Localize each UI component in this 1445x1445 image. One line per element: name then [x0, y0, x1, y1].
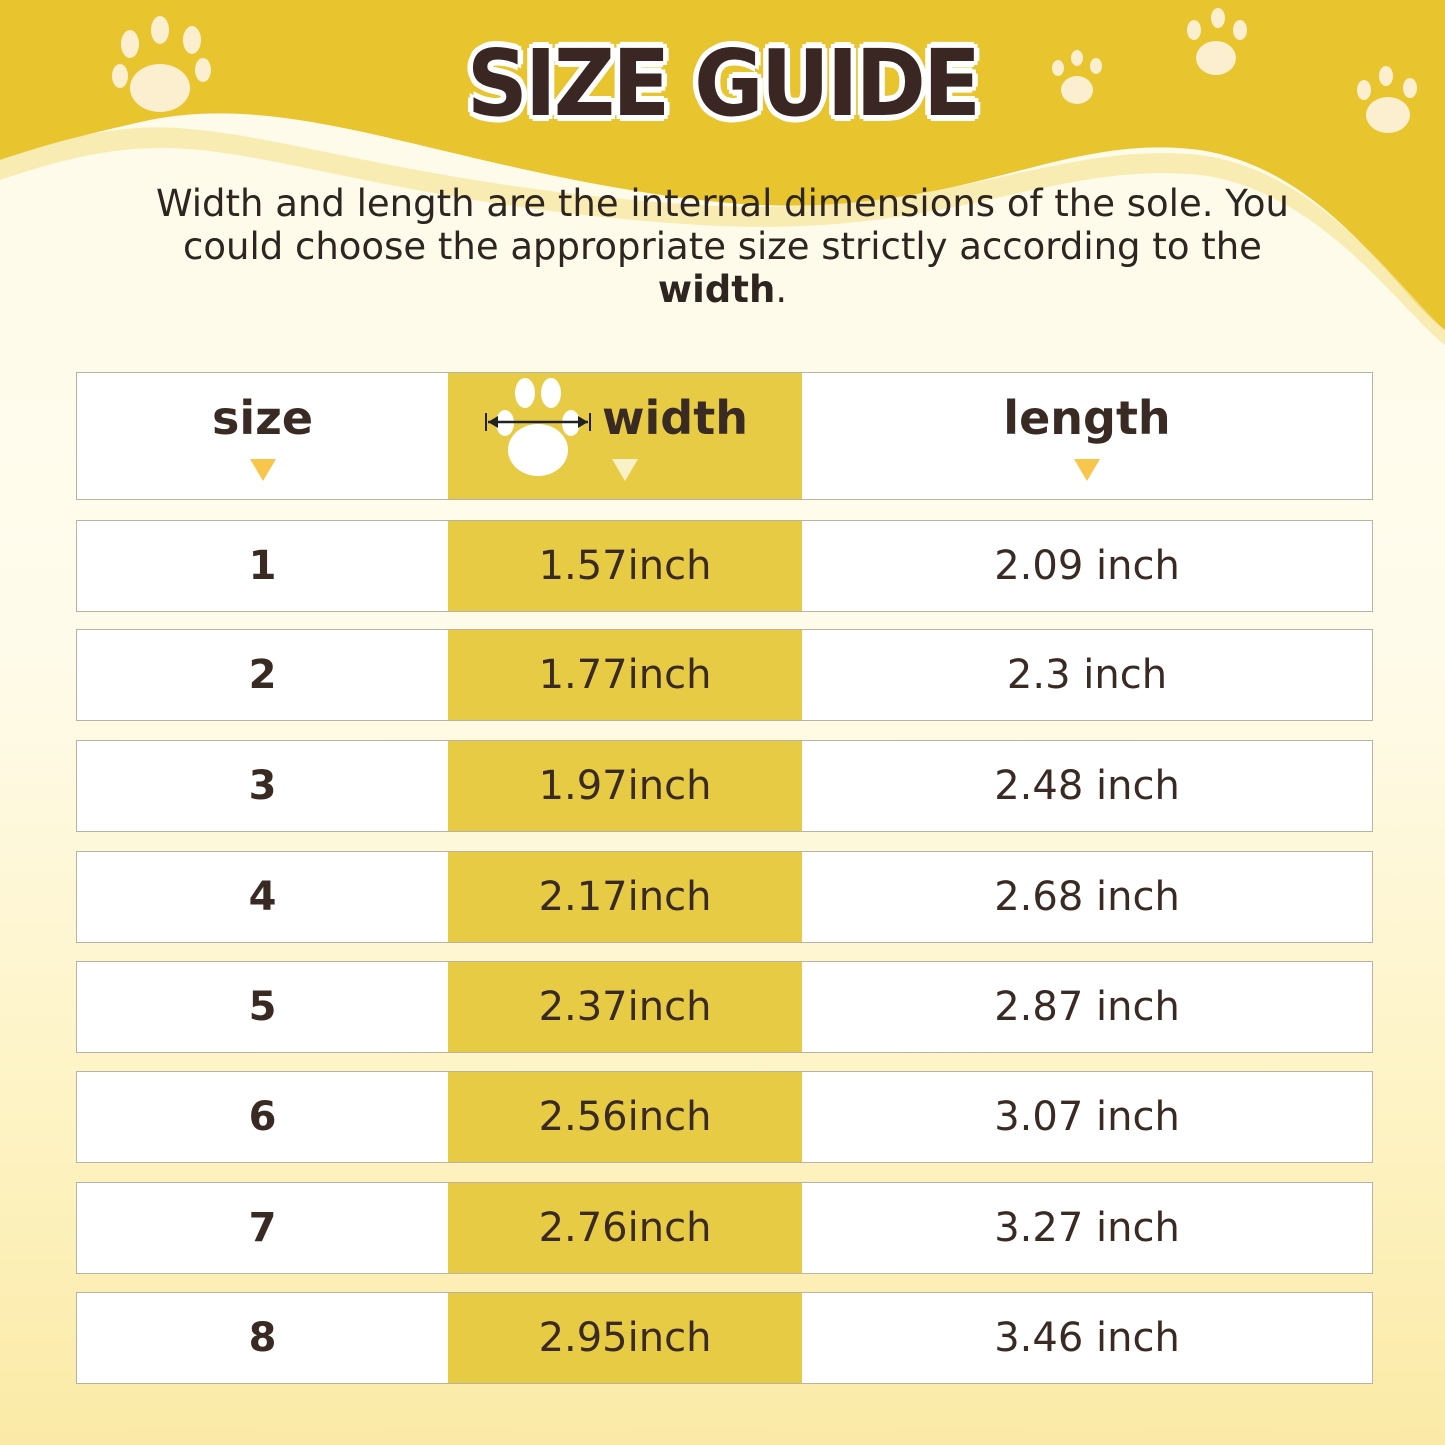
table-row: 1 1.57inch 2.09 inch [76, 520, 1373, 612]
width-cell: 2.76inch [448, 1183, 802, 1273]
header-size-label: size [211, 391, 314, 445]
description-bold: width [657, 268, 776, 311]
header-length-label: length [1003, 391, 1171, 445]
page-title: SIZE GUIDE [466, 30, 981, 137]
paw-print-icon [112, 16, 211, 112]
paw-print-icon [1187, 8, 1247, 75]
size-cell: 2 [248, 652, 277, 698]
table-row: 5 2.37inch 2.87 inch [76, 961, 1373, 1053]
width-cell: 2.56inch [448, 1072, 802, 1162]
table-row: 2 1.77inch 2.3 inch [76, 629, 1373, 721]
paw-width-arrow-icon [485, 378, 591, 476]
width-cell: 2.95inch [448, 1293, 802, 1383]
size-cell: 4 [248, 874, 277, 920]
triangle-down-icon [1074, 459, 1100, 481]
length-cell: 3.27 inch [994, 1205, 1180, 1251]
width-cell: 2.17inch [448, 852, 802, 942]
width-cell: 1.77inch [448, 630, 802, 720]
size-cell: 7 [248, 1205, 277, 1251]
table-row: 4 2.17inch 2.68 inch [76, 851, 1373, 943]
description-text: Width and length are the internal dimens… [156, 182, 1289, 268]
length-cell: 3.07 inch [994, 1094, 1180, 1140]
length-cell: 3.46 inch [994, 1315, 1180, 1361]
table-row: 7 2.76inch 3.27 inch [76, 1182, 1373, 1274]
size-cell: 6 [248, 1094, 277, 1140]
paw-print-icon [1357, 66, 1417, 133]
description: Width and length are the internal dimens… [150, 182, 1295, 311]
table-header: size width length [76, 372, 1373, 500]
length-cell: 2.87 inch [994, 984, 1180, 1030]
length-cell: 2.48 inch [994, 763, 1180, 809]
length-cell: 2.3 inch [1006, 652, 1168, 698]
size-cell: 8 [248, 1315, 277, 1361]
width-cell: 1.97inch [448, 741, 802, 831]
length-cell: 2.09 inch [994, 543, 1180, 589]
header-size: size [77, 373, 448, 499]
size-cell: 1 [248, 543, 277, 589]
description-end: . [775, 268, 788, 311]
header-width-label: width [602, 391, 748, 445]
triangle-down-icon [249, 459, 276, 481]
header-length: length [802, 373, 1372, 499]
paw-print-icon [1052, 50, 1102, 104]
table-row: 8 2.95inch 3.46 inch [76, 1292, 1373, 1384]
length-cell: 2.68 inch [994, 874, 1180, 920]
size-cell: 3 [248, 763, 277, 809]
table-row: 6 2.56inch 3.07 inch [76, 1071, 1373, 1163]
header-background [0, 0, 1445, 400]
triangle-down-icon [612, 459, 638, 481]
size-cell: 5 [248, 984, 277, 1030]
table-row: 3 1.97inch 2.48 inch [76, 740, 1373, 832]
width-cell: 2.37inch [448, 962, 802, 1052]
header-width: width [448, 373, 802, 499]
width-cell: 1.57inch [448, 521, 802, 611]
